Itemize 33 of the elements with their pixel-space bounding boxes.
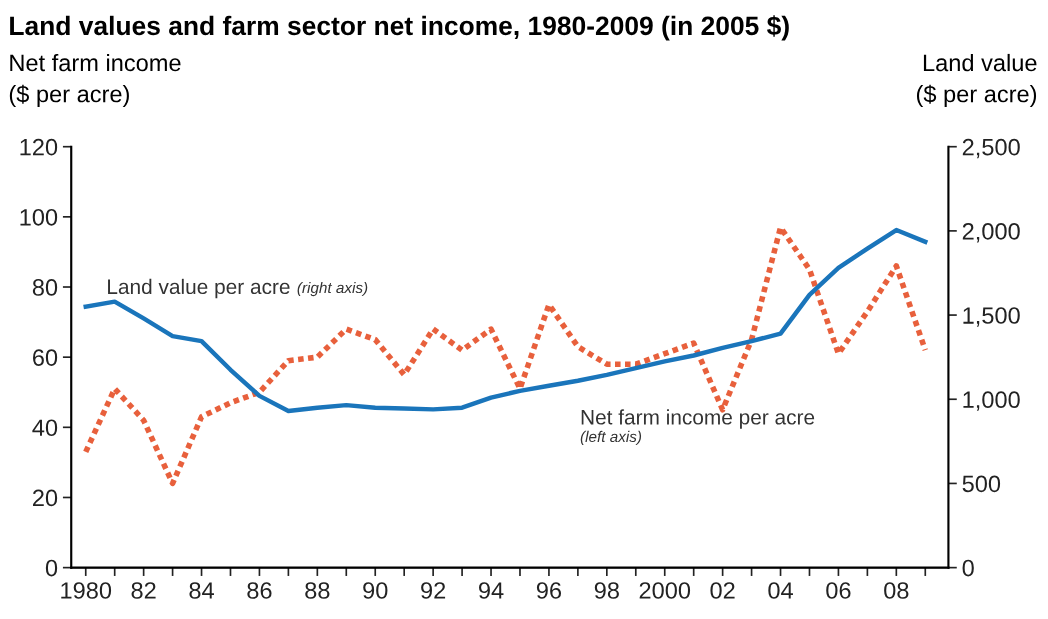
- series-label: Land value per acre (right axis): [108, 278, 368, 299]
- y-tick-label: 120: [20, 138, 58, 156]
- x-tick-label: 06: [826, 582, 851, 599]
- x-tick-label: 04: [768, 582, 793, 599]
- x-tick-label: 1980: [61, 582, 112, 599]
- x-tick-label: 84: [189, 582, 214, 599]
- x-tick-label: 82: [131, 582, 156, 599]
- x-tick-label: 92: [421, 582, 446, 599]
- x-tick-label: 02: [710, 582, 735, 599]
- x-tick-label: 08: [884, 582, 909, 599]
- y2-tick-label: 1,500: [963, 307, 1020, 327]
- chart-title: Land values and farm sector net income, 1980-2009 (in 2005 $): [10, 15, 789, 41]
- y2-axis-title: Land value ($ per acre): [916, 53, 1037, 108]
- y-tick-label: 100: [20, 208, 58, 226]
- x-tick-label: 96: [536, 582, 562, 599]
- x-tick-label: 98: [594, 582, 619, 599]
- x-tick-label: 86: [247, 582, 272, 599]
- y-tick-label: 20: [33, 489, 58, 507]
- y2-tick-label: 1,000: [963, 391, 1020, 411]
- y-tick-label: 80: [32, 279, 58, 296]
- y-tick-label: 0: [45, 559, 58, 577]
- y2-tick-label: 0: [962, 559, 974, 577]
- y-tick-label: 60: [33, 349, 58, 366]
- y-axis-title: Net farm income ($ per acre): [9, 53, 181, 108]
- x-tick-label: 88: [305, 582, 330, 599]
- x-tick-label: 2000: [639, 582, 691, 599]
- x-tick-label: 94: [479, 582, 504, 599]
- y2-tick-label: 2,500: [962, 138, 1020, 159]
- y2-tick-label: 500: [962, 475, 1001, 493]
- x-tick-label: 90: [363, 582, 388, 599]
- series-label: Net farm income per acre (left axis): [580, 409, 815, 446]
- y2-tick-label: 2,000: [962, 222, 1020, 243]
- y-tick-label: 40: [32, 419, 58, 437]
